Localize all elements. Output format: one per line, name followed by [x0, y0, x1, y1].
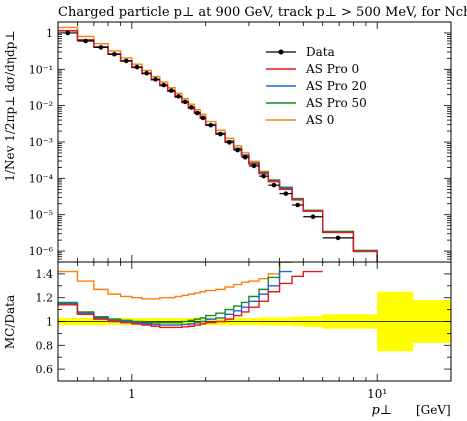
- data-point: [335, 235, 341, 241]
- y-tick-label: 10⁻¹: [29, 63, 53, 76]
- data-point: [295, 202, 300, 208]
- main-frame: [57, 21, 452, 263]
- data-point: [176, 94, 181, 99]
- ratio-ticks: 0.6 0.8 1 1.2 1.4: [36, 261, 451, 382]
- ratio-axis-label: MC/Data: [3, 295, 17, 349]
- legend-label: AS Pro 0: [305, 62, 359, 76]
- ratio-as-pro-0: [58, 270, 323, 329]
- data-point: [189, 105, 194, 110]
- data-point: [227, 140, 232, 145]
- legend-label: AS 0: [305, 113, 334, 127]
- data-point: [83, 38, 88, 44]
- histogram-as-pro-50: [58, 29, 378, 262]
- ratio-tick-label: 0.6: [36, 363, 54, 376]
- y-tick-label: 1: [46, 27, 53, 40]
- data-point: [98, 45, 104, 50]
- x-axis-unit: [GeV]: [416, 403, 451, 417]
- y-tick-label: 10⁻³: [29, 136, 53, 149]
- histogram-as-0: [58, 26, 378, 262]
- data-point: [271, 182, 277, 188]
- chart-title: Charged particle p⊥ at 900 GeV, track p⊥…: [58, 5, 467, 20]
- y-tick-label: 10⁻⁶: [29, 245, 54, 258]
- data-point: [112, 51, 117, 57]
- ratio-histograms: [58, 262, 323, 329]
- data-point: [161, 82, 167, 88]
- data-point: [208, 122, 214, 128]
- data-point: [65, 30, 71, 36]
- ratio-as-0: [58, 262, 293, 300]
- data-point: [235, 147, 240, 153]
- ratio-tick-label: 1: [46, 316, 53, 329]
- ratio-tick-label: 1.4: [36, 268, 54, 281]
- legend-label: AS Pro 20: [305, 79, 367, 93]
- data-point: [218, 131, 223, 137]
- data-point: [123, 58, 129, 64]
- legend: Data AS Pro 0 AS Pro 20 AS Pro 50 AS 0: [266, 45, 367, 127]
- histogram-as-pro-20: [58, 30, 378, 262]
- data-point: [153, 77, 158, 82]
- ratio-plot: 0.6 0.8 1 1.2 1.4: [36, 261, 452, 382]
- x-tick-label: 10¹: [367, 387, 387, 401]
- data-point: [251, 163, 257, 169]
- y-ticks: 1 10⁻¹ 10⁻² 10⁻³ 10⁻⁴ 10⁻⁵ 10⁻⁶: [29, 21, 451, 263]
- data-point: [195, 110, 200, 116]
- x-tick-label: 1: [128, 387, 136, 401]
- ratio-tick-label: 1.2: [36, 292, 54, 305]
- data-point: [182, 99, 188, 105]
- data-point: [283, 191, 289, 196]
- legend-label: AS Pro 50: [305, 96, 367, 110]
- mc-histograms: [58, 26, 378, 262]
- data-point: [134, 64, 140, 70]
- x-axis-label: p⊥: [371, 403, 392, 418]
- ratio-as-pro-50: [58, 262, 293, 324]
- data-point: [200, 115, 206, 121]
- data-point: [242, 154, 248, 160]
- legend-data-marker: [278, 49, 284, 55]
- data-point: [261, 173, 266, 179]
- data-point: [169, 88, 174, 93]
- y-axis-label: 1/Nev 1/2πp⊥ dσ/dηdp⊥: [3, 30, 17, 181]
- data-points: [58, 30, 354, 241]
- x-ticks: 1 10¹: [57, 22, 452, 401]
- y-tick-label: 10⁻⁴: [29, 172, 54, 185]
- legend-label: Data: [306, 45, 335, 59]
- ratio-tick-label: 0.8: [36, 339, 54, 352]
- data-point: [144, 70, 149, 76]
- main-plot: 1 10⁻¹ 10⁻² 10⁻³ 10⁻⁴ 10⁻⁵ 10⁻⁶: [29, 21, 452, 263]
- y-tick-label: 10⁻²: [29, 100, 53, 113]
- y-tick-label: 10⁻⁵: [29, 209, 53, 222]
- histogram-as-pro-0: [58, 30, 378, 262]
- data-point: [310, 214, 316, 220]
